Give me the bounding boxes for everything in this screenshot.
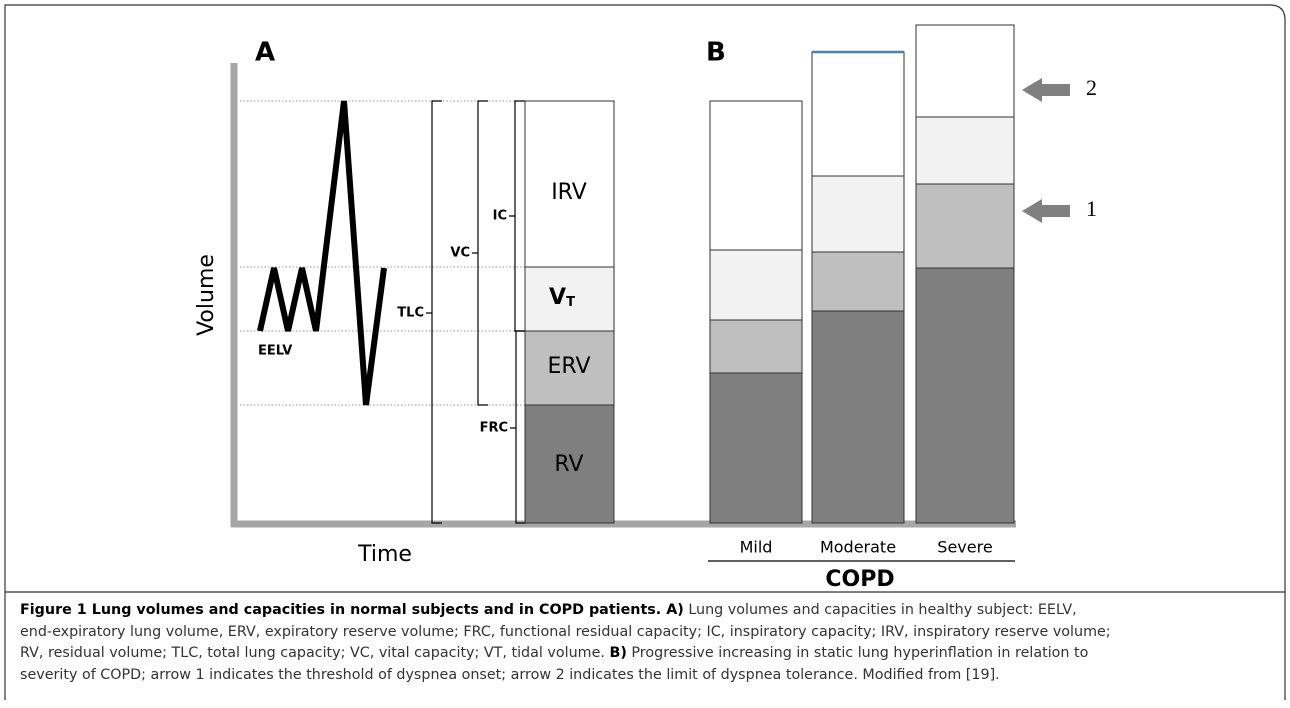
label: FRC xyxy=(480,421,508,436)
brackets xyxy=(426,100,526,524)
frame xyxy=(4,4,1286,700)
copd-bars xyxy=(709,24,1015,524)
group-label: Severe xyxy=(937,538,992,557)
label: VT xyxy=(549,285,575,310)
label: V xyxy=(549,285,566,310)
panel-label: B xyxy=(706,38,726,68)
normal-bar xyxy=(524,100,615,524)
guides xyxy=(240,100,525,406)
caption-text: Figure 1 Lung volumes and capacities in … xyxy=(20,602,684,618)
panel-label: A xyxy=(255,38,275,68)
caption-text: severity of COPD; arrow 1 indicates the … xyxy=(20,666,1000,683)
group-label: Mild xyxy=(740,538,773,557)
arrow-label: 2 xyxy=(1086,75,1097,100)
caption-line: severity of COPD; arrow 1 indicates the … xyxy=(20,665,1111,687)
y-axis-label: Volume xyxy=(194,254,219,336)
label: TLC xyxy=(397,306,424,321)
caption-text: Progressive increasing in static lung hy… xyxy=(626,645,1089,661)
label: EELV xyxy=(258,344,292,359)
caption: Figure 1 Lung volumes and capacities in … xyxy=(20,600,1111,686)
label: VC xyxy=(450,246,470,261)
caption-text: Lung volumes and capacities in healthy s… xyxy=(683,602,1077,618)
arrow xyxy=(1022,78,1070,102)
arrow xyxy=(1022,199,1070,223)
arrow-label: 1 xyxy=(1086,196,1097,221)
label: T xyxy=(566,295,575,310)
label: IRV xyxy=(551,180,587,205)
group-title: COPD xyxy=(825,567,894,592)
caption-text: end-expiratory lung volume, ERV, expirat… xyxy=(20,623,1111,640)
caption-line: end-expiratory lung volume, ERV, expirat… xyxy=(20,622,1111,644)
caption-text: B) xyxy=(609,645,627,661)
label: IC xyxy=(493,209,507,224)
label: ERV xyxy=(547,354,590,379)
label: RV xyxy=(554,452,583,477)
breathing-trace xyxy=(257,100,387,406)
group-label: Moderate xyxy=(820,538,896,557)
x-axis-label: Time xyxy=(357,542,412,567)
caption-text: RV, residual volume; TLC, total lung cap… xyxy=(20,645,610,661)
caption-line: Figure 1 Lung volumes and capacities in … xyxy=(20,600,1111,622)
caption-line: RV, residual volume; TLC, total lung cap… xyxy=(20,643,1111,665)
